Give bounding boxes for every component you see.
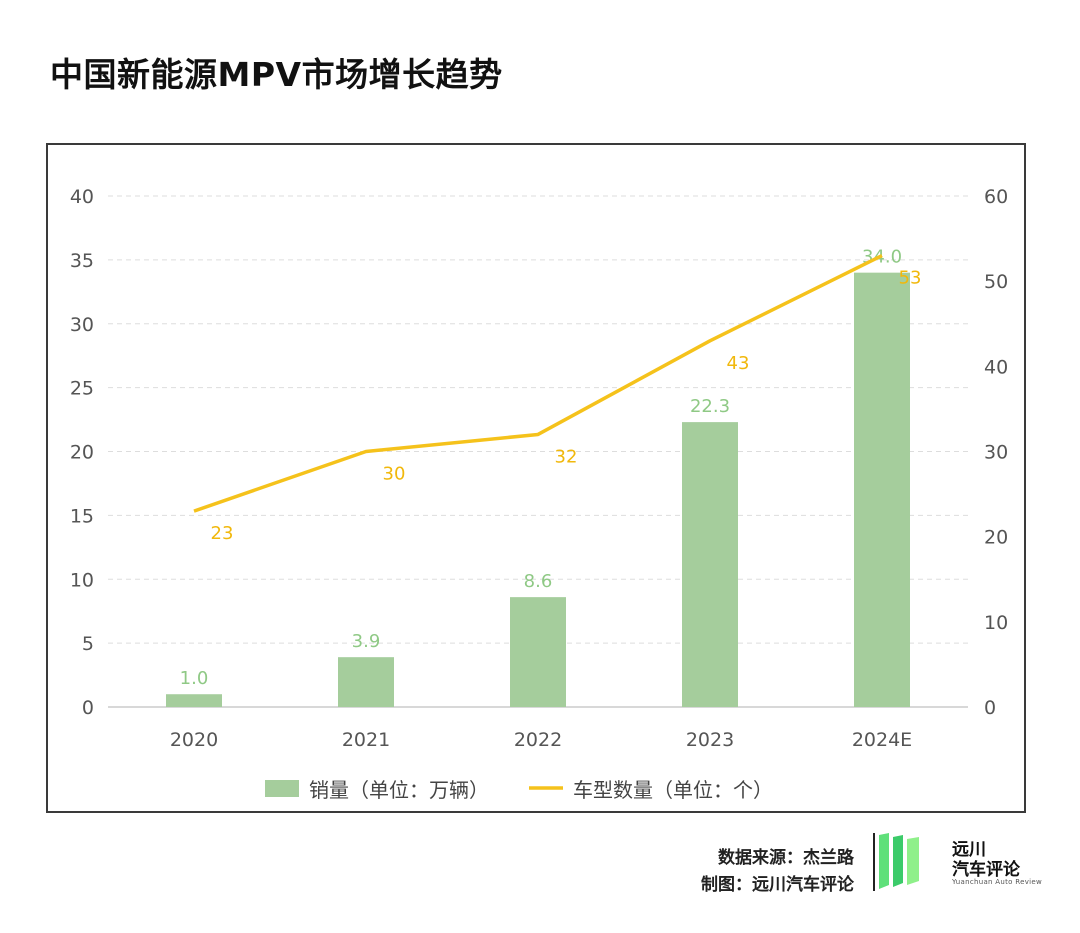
legend-line-label: 车型数量（单位：个） [573, 778, 773, 802]
x-tick-label: 2022 [514, 729, 562, 751]
line-data-label: 32 [555, 446, 578, 467]
y-right-tick-label: 30 [984, 442, 1008, 464]
bar [338, 657, 394, 707]
y-left-tick-label: 20 [70, 442, 94, 464]
logo-text-line1: 远川 [952, 840, 986, 860]
line-data-label: 23 [211, 523, 234, 544]
bar-data-label: 3.9 [352, 631, 381, 652]
line-data-label: 30 [383, 464, 406, 485]
data-source: 数据来源：杰兰路 [718, 848, 854, 868]
bar-data-label: 22.3 [690, 396, 730, 417]
y-right-tick-label: 20 [984, 527, 1008, 549]
y-left-tick-label: 15 [70, 505, 94, 527]
y-left-tick-label: 30 [70, 314, 94, 336]
y-left-tick-label: 5 [82, 633, 94, 655]
y-right-tick-label: 0 [984, 697, 996, 719]
chart-frame [46, 143, 1026, 813]
legend-bar-label: 销量（单位：万辆） [309, 778, 489, 802]
page-title: 中国新能源MPV市场增长趋势 [50, 55, 503, 94]
bar [682, 422, 738, 707]
logo-text-line2: 汽车评论 [952, 860, 1020, 880]
y-left-tick-label: 25 [70, 378, 94, 400]
legend-bar-swatch [265, 780, 299, 797]
bar-data-label: 1.0 [180, 668, 209, 689]
y-right-tick-label: 50 [984, 271, 1008, 293]
x-tick-label: 2020 [170, 729, 218, 751]
y-left-tick-label: 0 [82, 697, 94, 719]
y-right-tick-label: 40 [984, 356, 1008, 378]
x-tick-label: 2023 [686, 729, 734, 751]
logo-text-en: Yuanchuan Auto Review [952, 878, 1043, 886]
x-tick-label: 2021 [342, 729, 390, 751]
series-line [193, 254, 883, 513]
bar [510, 597, 566, 707]
y-left-tick-label: 40 [70, 186, 94, 208]
x-tick-label: 2024E [852, 729, 912, 751]
y-right-tick-label: 60 [984, 186, 1008, 208]
bar [854, 272, 910, 707]
bar [166, 694, 222, 707]
yuanchuan-logo-icon [873, 833, 919, 891]
line-data-label: 53 [899, 268, 922, 289]
y-right-tick-label: 10 [984, 612, 1008, 634]
y-left-tick-label: 10 [70, 569, 94, 591]
chart-maker: 制图：远川汽车评论 [701, 875, 854, 895]
y-left-tick-label: 35 [70, 250, 94, 272]
line-data-label: 43 [727, 353, 750, 374]
bar-data-label: 8.6 [524, 571, 553, 592]
